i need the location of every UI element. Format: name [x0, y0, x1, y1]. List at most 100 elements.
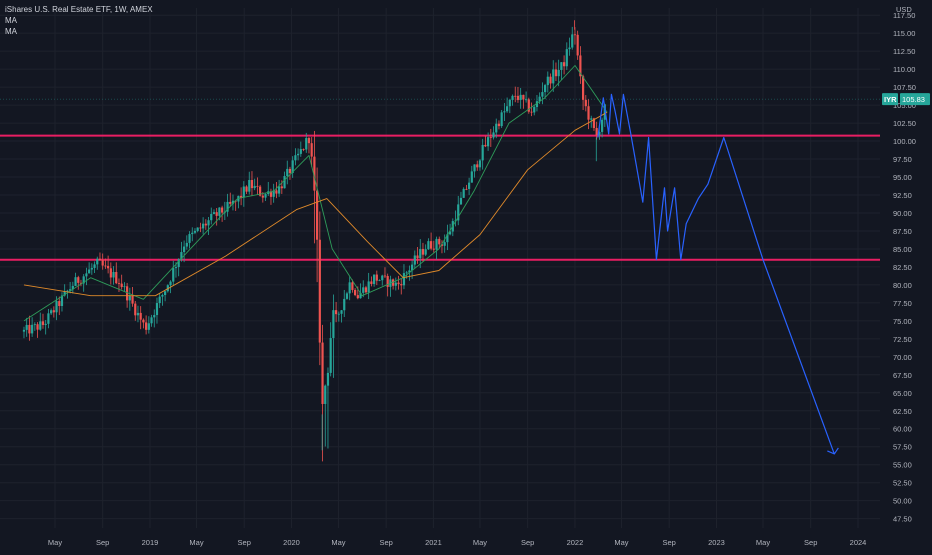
- candle-body: [245, 186, 248, 192]
- y-tick-label: 117.50: [893, 11, 915, 20]
- candle-body: [590, 118, 593, 120]
- candle-body: [36, 324, 39, 330]
- chart-legend[interactable]: iShares U.S. Real Estate ETF, 1W, AMEX M…: [5, 4, 153, 37]
- candle-body: [52, 310, 55, 313]
- candle-body: [161, 294, 164, 297]
- candle-body: [318, 239, 321, 343]
- candle-body: [307, 138, 311, 144]
- candle-body: [345, 293, 349, 299]
- candle-body: [527, 99, 530, 112]
- candle-body: [592, 118, 596, 129]
- candle-body: [481, 144, 484, 161]
- candle-body: [552, 69, 555, 84]
- y-tick-label: 105.00: [893, 101, 916, 110]
- candle-body: [549, 76, 552, 84]
- candle-body: [359, 292, 362, 299]
- candle-body: [299, 149, 302, 154]
- y-tick-label: 80.00: [893, 281, 912, 290]
- candle-body: [514, 95, 517, 97]
- candle-body: [430, 241, 433, 249]
- candle-body: [405, 272, 408, 274]
- x-tick-label: May: [189, 538, 203, 547]
- candle-body: [131, 295, 134, 304]
- candle-body: [58, 301, 61, 306]
- y-tick-label: 82.50: [893, 263, 912, 272]
- candle-body: [215, 212, 218, 216]
- candle-body: [142, 319, 145, 323]
- candle-body: [191, 232, 194, 235]
- candle-body: [489, 137, 492, 138]
- candle-body: [375, 274, 378, 281]
- candle-body: [332, 310, 335, 339]
- candle-body: [562, 62, 566, 67]
- candle-body: [557, 69, 560, 77]
- candle-body: [207, 220, 210, 226]
- price-axis[interactable]: 47.50 50.00 52.50 55.00 57.50 60.00 62.50 65.00…: [893, 5, 916, 524]
- y-tick-label: 57.50: [893, 443, 912, 452]
- candle-body: [462, 188, 465, 198]
- candle-body: [275, 190, 278, 194]
- candle-body: [109, 268, 112, 278]
- candle-body: [188, 234, 191, 243]
- candle-body: [291, 160, 294, 173]
- projection-drawing[interactable]: [597, 93, 839, 455]
- y-tick-label: 92.50: [893, 191, 912, 200]
- y-tick-label: 85.00: [893, 245, 912, 254]
- candle-body: [85, 273, 88, 277]
- candle-body: [278, 186, 281, 194]
- candle-body: [386, 275, 389, 287]
- price-tag-group: IYR 105.83: [882, 93, 930, 106]
- y-tick-label: 95.00: [893, 173, 912, 182]
- x-tick-label: Sep: [379, 538, 392, 547]
- x-tick-label: May: [473, 538, 487, 547]
- ma-slow-legend[interactable]: MA: [5, 27, 17, 36]
- candle-body: [560, 62, 563, 70]
- candle-body: [581, 76, 585, 100]
- horizontal-levels[interactable]: [0, 98, 880, 261]
- candle-body: [98, 258, 102, 261]
- candle-body: [573, 34, 577, 36]
- candle-body: [126, 286, 129, 301]
- candle-body: [90, 267, 93, 270]
- candle-body: [446, 234, 449, 243]
- candle-body: [576, 34, 579, 56]
- candle-body: [397, 282, 400, 285]
- time-axis[interactable]: May Sep 2019 May Sep 2020 May Sep 2021 May Sep 2022…: [48, 538, 866, 547]
- y-tick-label: 102.50: [893, 119, 916, 128]
- candle-body: [55, 301, 58, 313]
- candle-body: [424, 249, 427, 255]
- candle-body: [535, 101, 539, 108]
- candle-body: [321, 342, 324, 404]
- candle-body: [600, 119, 604, 132]
- candle-body: [180, 252, 183, 260]
- y-tick-label: 90.00: [893, 209, 912, 218]
- candle-body: [63, 291, 66, 296]
- ma-fast-legend[interactable]: MA: [5, 16, 17, 25]
- candle-body: [136, 312, 140, 316]
- candle-body: [310, 143, 313, 157]
- candle-body: [348, 282, 351, 294]
- chart-title[interactable]: iShares U.S. Real Estate ETF, 1W, AMEX: [5, 5, 153, 14]
- candle-body: [568, 47, 571, 50]
- candle-body: [383, 275, 387, 277]
- candle-body: [362, 287, 365, 293]
- candle-body: [226, 201, 229, 212]
- candle-body: [112, 271, 115, 278]
- y-tick-label: 107.50: [893, 83, 916, 92]
- candle-body: [340, 310, 343, 314]
- x-tick-label: 2020: [283, 538, 300, 547]
- candle-body: [438, 238, 441, 245]
- y-tick-label: 65.00: [893, 389, 912, 398]
- candle-body: [411, 264, 414, 271]
- candle-body: [150, 317, 153, 324]
- candle-body: [354, 289, 357, 296]
- candle-body: [272, 190, 275, 197]
- moving-averages: [23, 65, 608, 322]
- y-tick-label: 62.50: [893, 407, 912, 416]
- candle-body: [104, 265, 107, 267]
- candle-body: [554, 69, 558, 77]
- candle-body: [22, 329, 26, 332]
- candle-body: [373, 274, 376, 284]
